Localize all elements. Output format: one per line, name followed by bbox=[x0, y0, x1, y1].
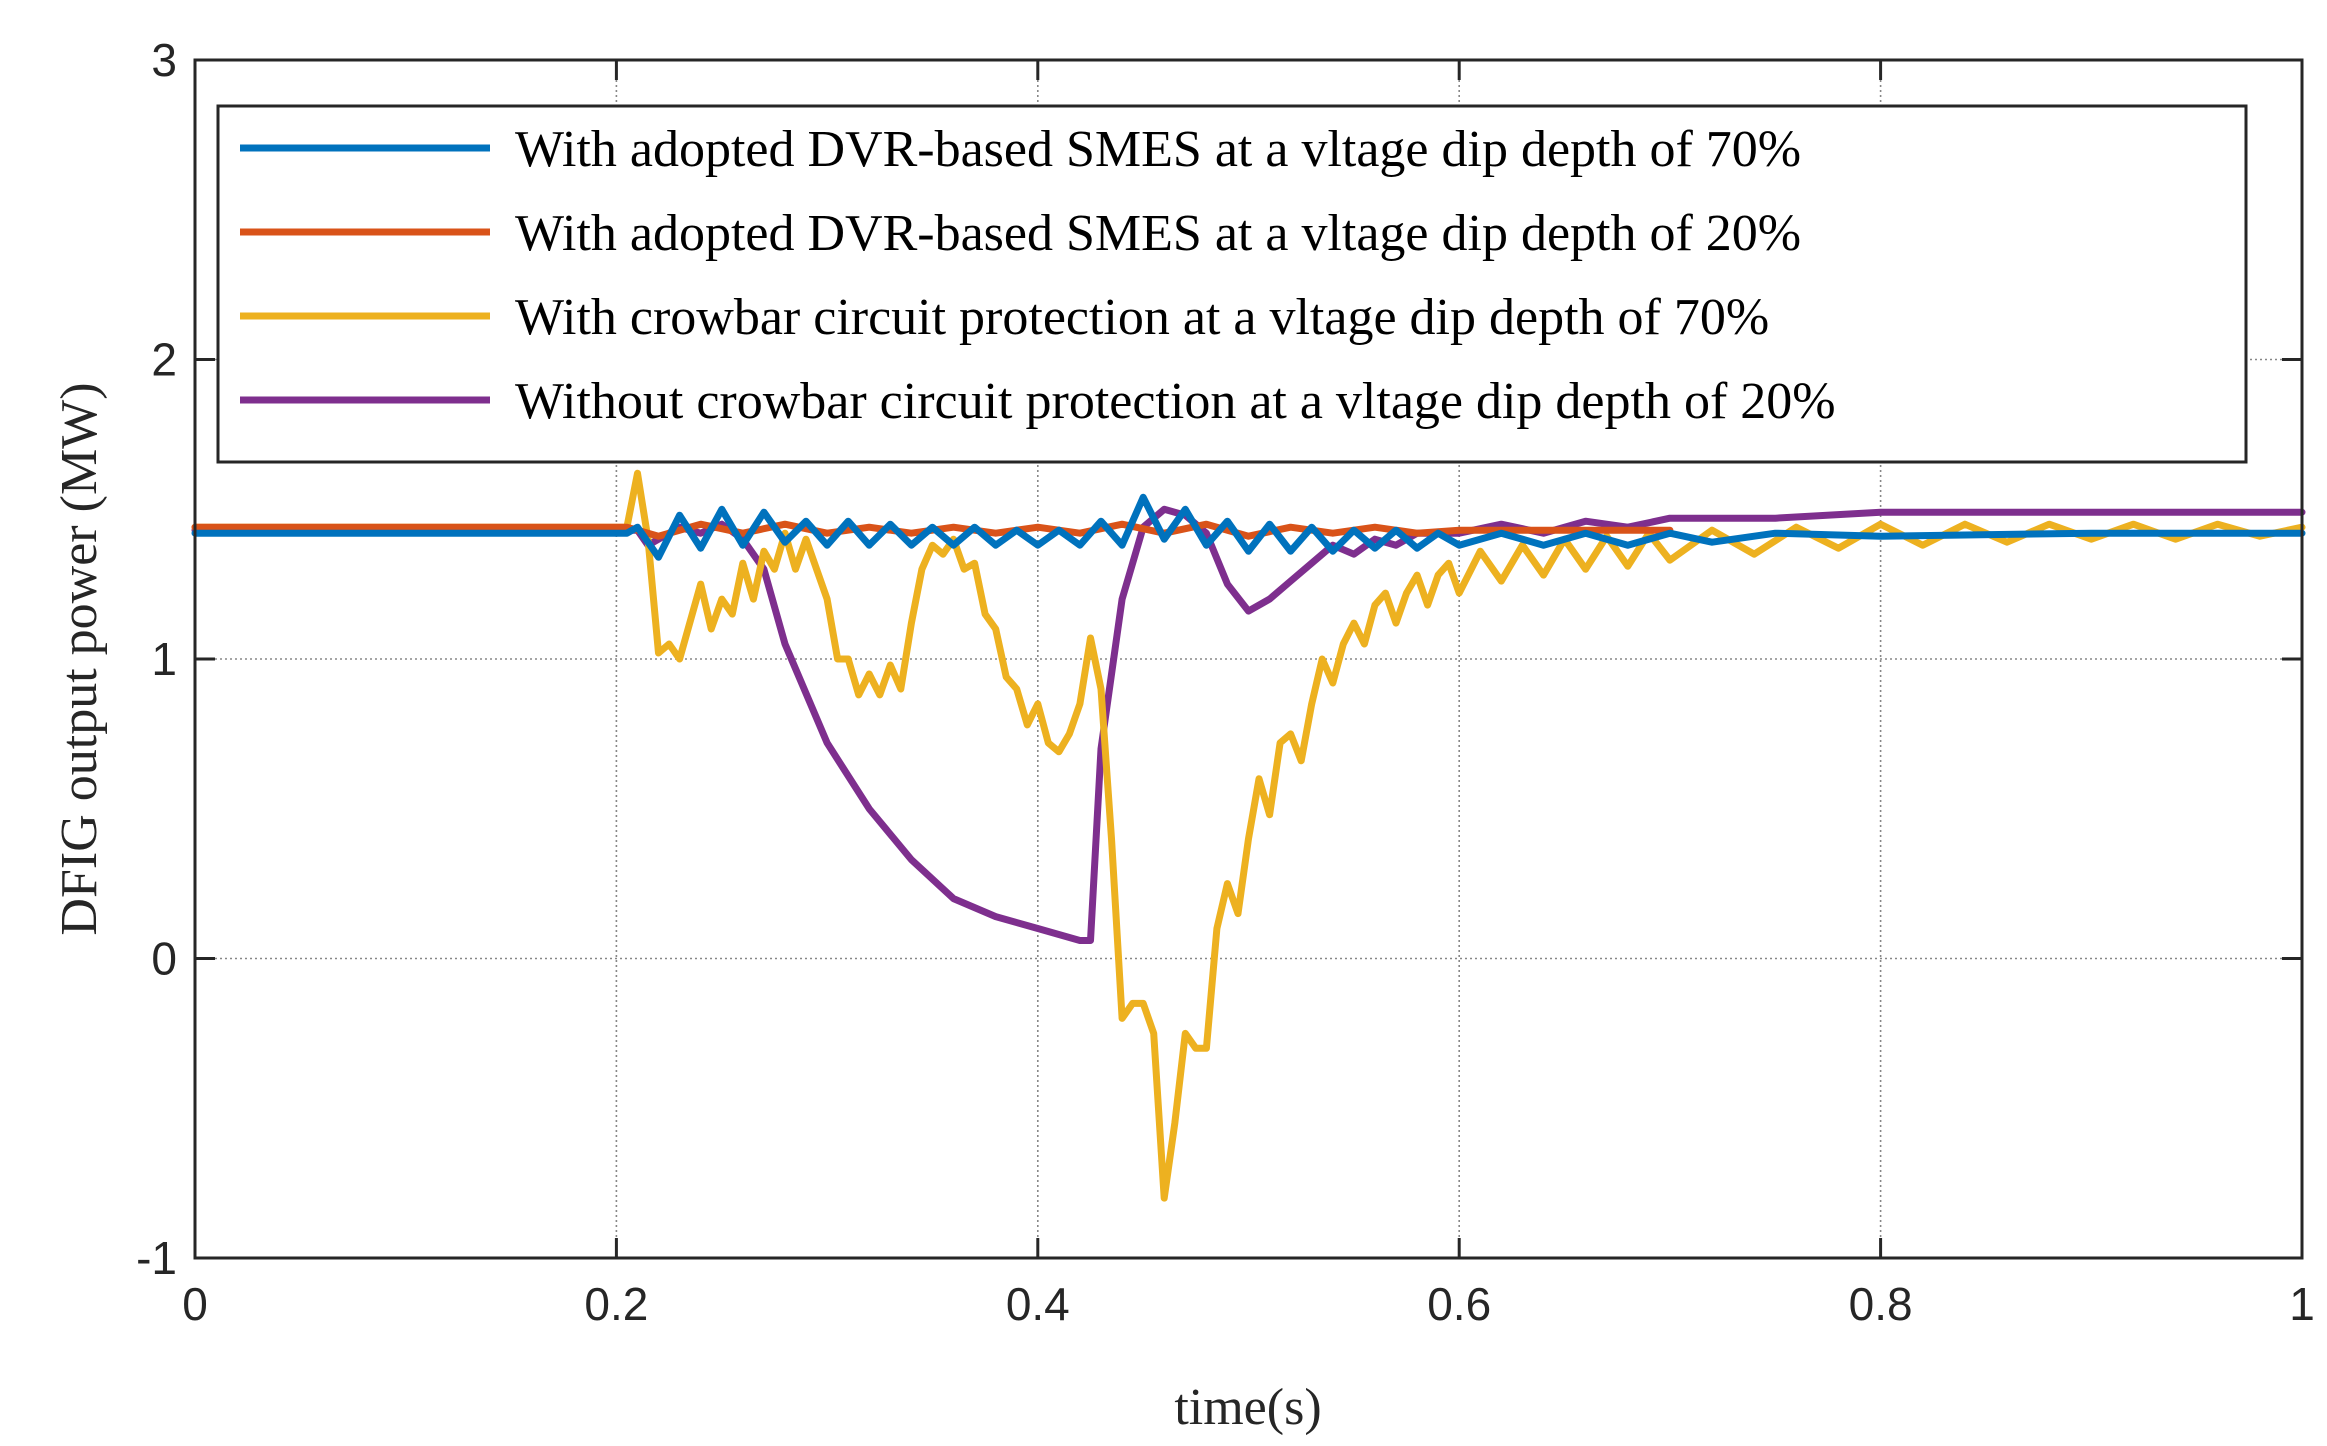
x-tick-label: 1 bbox=[2289, 1278, 2315, 1330]
series-lines bbox=[191, 469, 2306, 1202]
x-tick-label: 0 bbox=[182, 1278, 208, 1330]
y-tick-label: 0 bbox=[151, 933, 177, 985]
x-tick-labels: 0 0.2 0.4 0.6 0.8 1 bbox=[182, 1278, 2315, 1330]
y-tick-labels: -1 0 1 2 3 bbox=[136, 34, 177, 1284]
legend-label-4: Without crowbar circuit protection at a … bbox=[515, 373, 1836, 430]
legend-label-2: With adopted DVR-based SMES at a vltage … bbox=[515, 205, 1801, 262]
x-tick-label: 0.8 bbox=[1849, 1278, 1913, 1330]
x-tick-label: 0.4 bbox=[1006, 1278, 1070, 1330]
legend-label-3: With crowbar circuit protection at a vlt… bbox=[515, 289, 1769, 346]
y-axis-title: DFIG output power (MW) bbox=[51, 382, 108, 935]
ticks bbox=[193, 58, 2304, 1260]
legend-label-1: With adopted DVR-based SMES at a vltage … bbox=[515, 121, 1801, 178]
series-line-1 bbox=[191, 493, 2306, 561]
x-tick-label: 0.6 bbox=[1427, 1278, 1491, 1330]
legend: With adopted DVR-based SMES at a vltage … bbox=[216, 104, 2248, 464]
y-tick-label: 1 bbox=[151, 633, 177, 685]
y-tick-label: 3 bbox=[151, 34, 177, 86]
y-tick-label: -1 bbox=[136, 1232, 177, 1284]
x-tick-label: 0.2 bbox=[584, 1278, 648, 1330]
series-line-3 bbox=[191, 469, 2306, 1202]
legend-box bbox=[216, 104, 2248, 464]
legend-entries: With adopted DVR-based SMES at a vltage … bbox=[240, 121, 1836, 430]
y-tick-label: 2 bbox=[151, 334, 177, 386]
x-axis-title: time(s) bbox=[1174, 1379, 1321, 1436]
